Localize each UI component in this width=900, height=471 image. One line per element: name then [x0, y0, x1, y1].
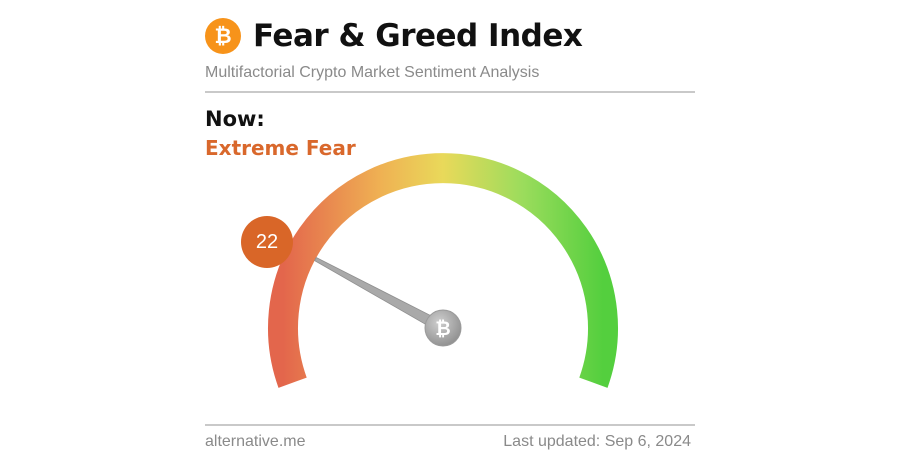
divider [205, 91, 695, 93]
divider [205, 424, 695, 426]
svg-text:₿: ₿ [214, 24, 231, 48]
sentiment-gauge: ₿ [268, 153, 618, 388]
last-updated: Last updated: Sep 6, 2024 [503, 433, 691, 451]
source-link[interactable]: alternative.me [205, 433, 306, 450]
bitcoin-logo-icon: ₿ [205, 18, 241, 54]
last-updated-label: Last updated: [503, 433, 601, 450]
fear-greed-widget: ₿ Fear & Greed Index Multifactorial Cryp… [195, 0, 705, 471]
last-updated-date: Sep 6, 2024 [604, 433, 691, 450]
now-label: Now: [205, 107, 265, 131]
index-value-badge: 22 [241, 216, 293, 268]
page-subtitle: Multifactorial Crypto Market Sentiment A… [205, 64, 540, 81]
gauge-pivot-bitcoin-icon: ₿ [424, 309, 462, 347]
sentiment-classification: Extreme Fear [205, 136, 356, 160]
gauge-arc [268, 153, 618, 388]
page-title: Fear & Greed Index [253, 18, 583, 54]
header: ₿ Fear & Greed Index [205, 18, 583, 54]
svg-text:₿: ₿ [435, 318, 450, 340]
